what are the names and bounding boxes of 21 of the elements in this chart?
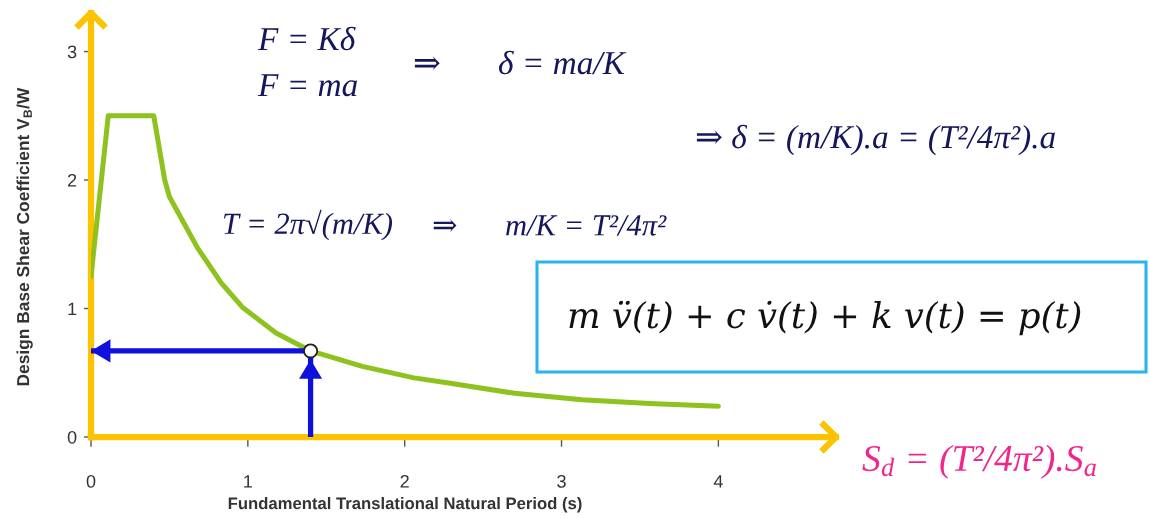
annotation: F = ma	[257, 74, 358, 97]
annotation: F = Kδ	[257, 26, 356, 51]
x-tick-label: 4	[713, 475, 723, 488]
x-tick-label: 0	[86, 474, 96, 488]
y-axis-title: Design Base Shear Coefficient V$_{B}$/W	[16, 87, 33, 386]
annotation: m/K = T²/4π²	[506, 215, 667, 236]
annotation: m v̈(t) + c v̇(t) + k v(t) = p(t)	[569, 300, 1081, 336]
y-tick-label: 2	[67, 173, 77, 187]
text: S$_{d}$ = (T²/4π²).S$_{a}$	[862, 444, 1096, 479]
x-tick-label: 3	[557, 474, 566, 488]
annotation: δ = ma/K	[498, 50, 627, 75]
y-tick-label: 1	[68, 302, 77, 316]
y-tick-label: 3	[67, 45, 77, 59]
annotation: ⇒ δ = (m/K).a = (T²/4π²).a	[696, 124, 1055, 156]
annotation: ⇒	[414, 56, 440, 71]
annotation: ⇒	[433, 219, 457, 232]
annotation: T = 2π√(m/K)	[224, 209, 393, 241]
x-tick-label: 1	[244, 475, 252, 488]
y-tick-label: 0	[67, 430, 77, 444]
x-axis-title: Fundamental Translational Natural Period (s)	[228, 497, 582, 513]
x-tick-label: 2	[400, 474, 409, 488]
